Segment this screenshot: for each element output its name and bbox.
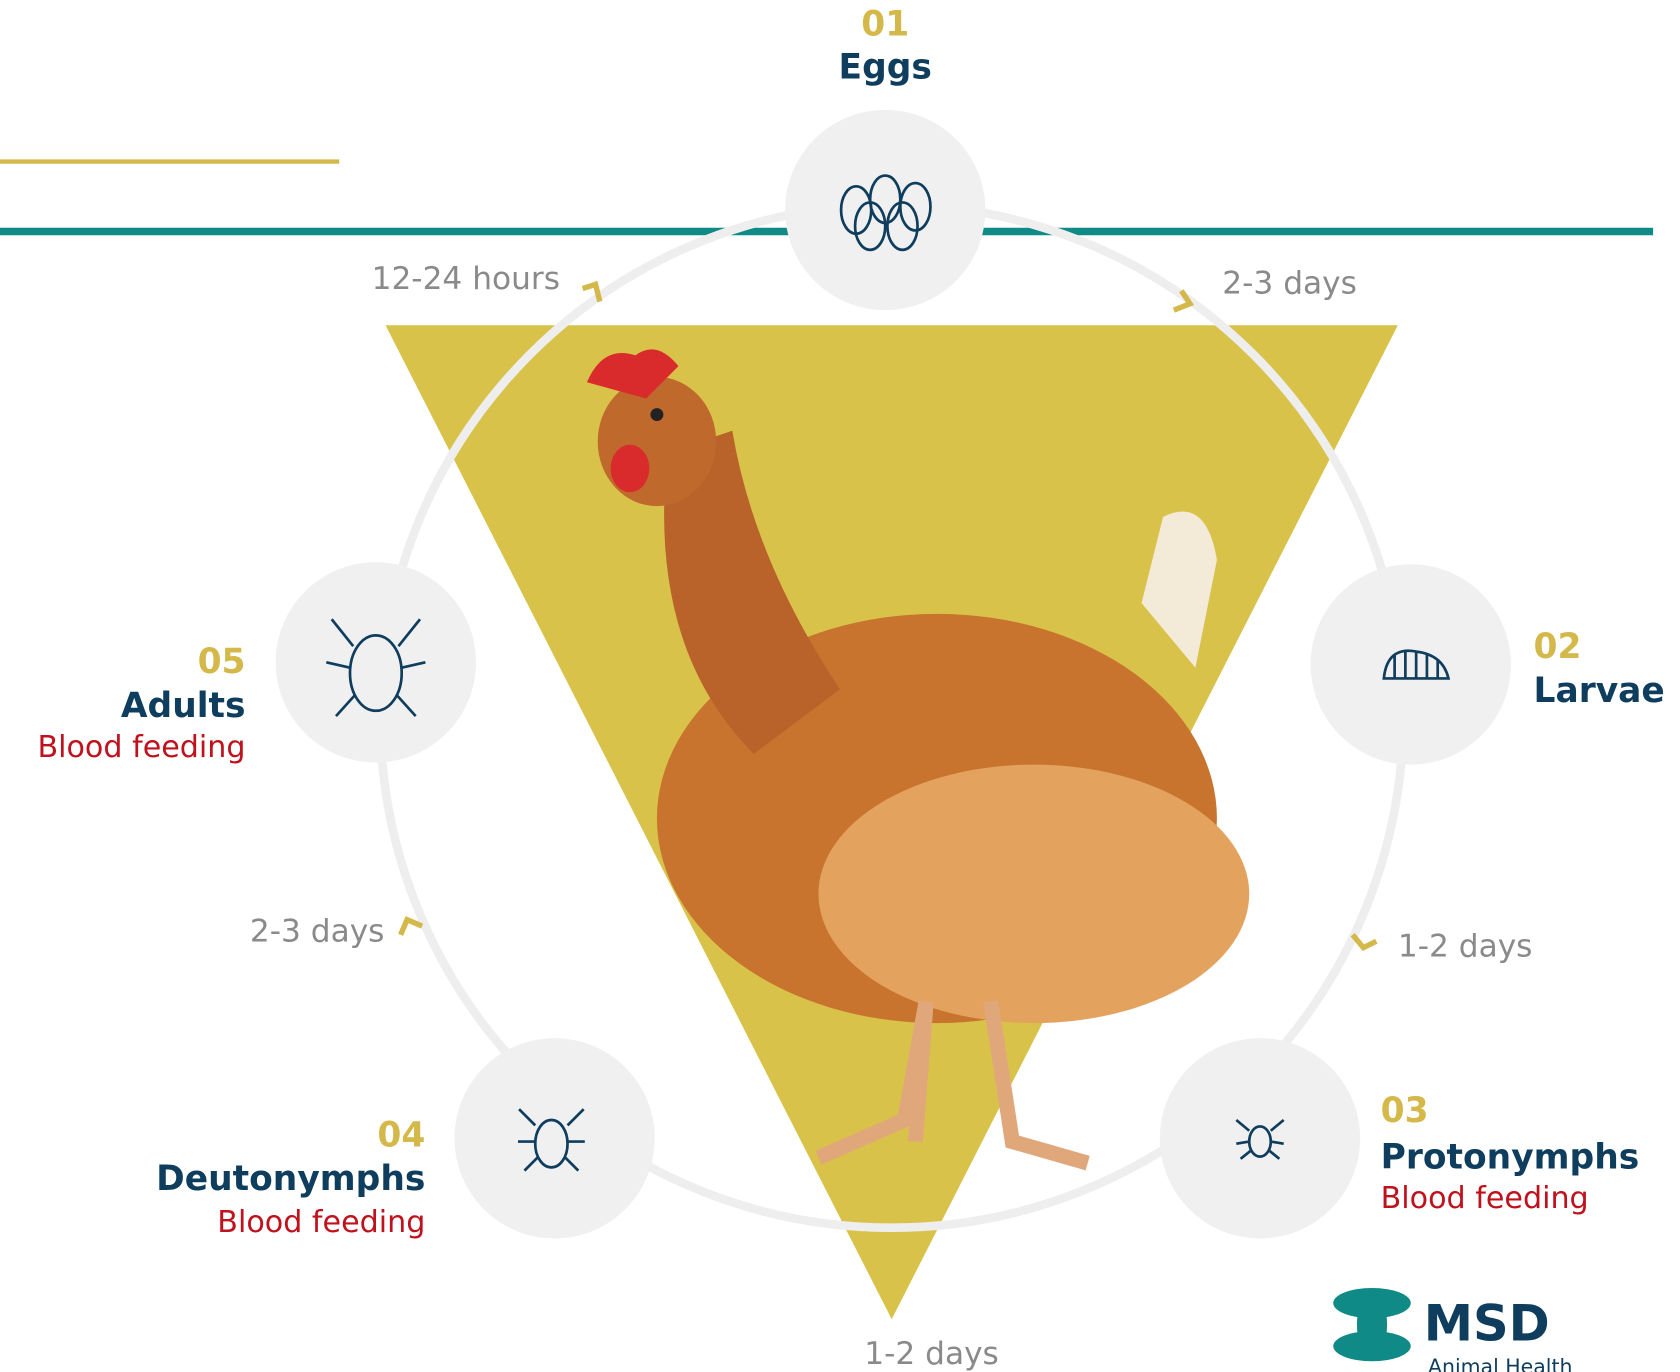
stage-number: 04 [377,1116,425,1156]
stage-name: Protonymphs [1381,1137,1640,1177]
node-deutonymphs [454,1038,654,1238]
duration: 2-3 days [250,914,385,950]
node-adults [276,562,476,762]
stage-number: 01 [861,4,909,44]
stage-note: Blood feeding [217,1205,425,1240]
node-protonymphs [1160,1038,1360,1238]
logo-tagline: Animal Health [1428,1355,1572,1372]
node-eggs [785,110,985,310]
stage-note: Blood feeding [1381,1181,1589,1216]
node-larvae [1311,564,1511,764]
stage-number: 02 [1534,627,1582,667]
life-cycle-diagram: 01 Eggs 02 Larvae 03 Protonymphs Blood f… [0,0,1680,1372]
stage-number: 03 [1381,1091,1429,1131]
stage-note: Blood feeding [37,730,245,765]
stage-name: Deutonymphs [156,1159,425,1199]
stage-name: Eggs [839,47,932,87]
stage-name: Adults [121,686,246,726]
logo-brand: MSD [1424,1294,1550,1352]
msd-logo: MSD Animal Health [1333,1288,1572,1372]
duration: 2-3 days [1222,265,1357,301]
stage-number: 05 [198,642,246,682]
duration: 1-2 days [864,1336,999,1372]
stage-name: Larvae [1534,671,1665,711]
duration: 12-24 hours [372,261,560,297]
duration: 1-2 days [1398,929,1533,965]
